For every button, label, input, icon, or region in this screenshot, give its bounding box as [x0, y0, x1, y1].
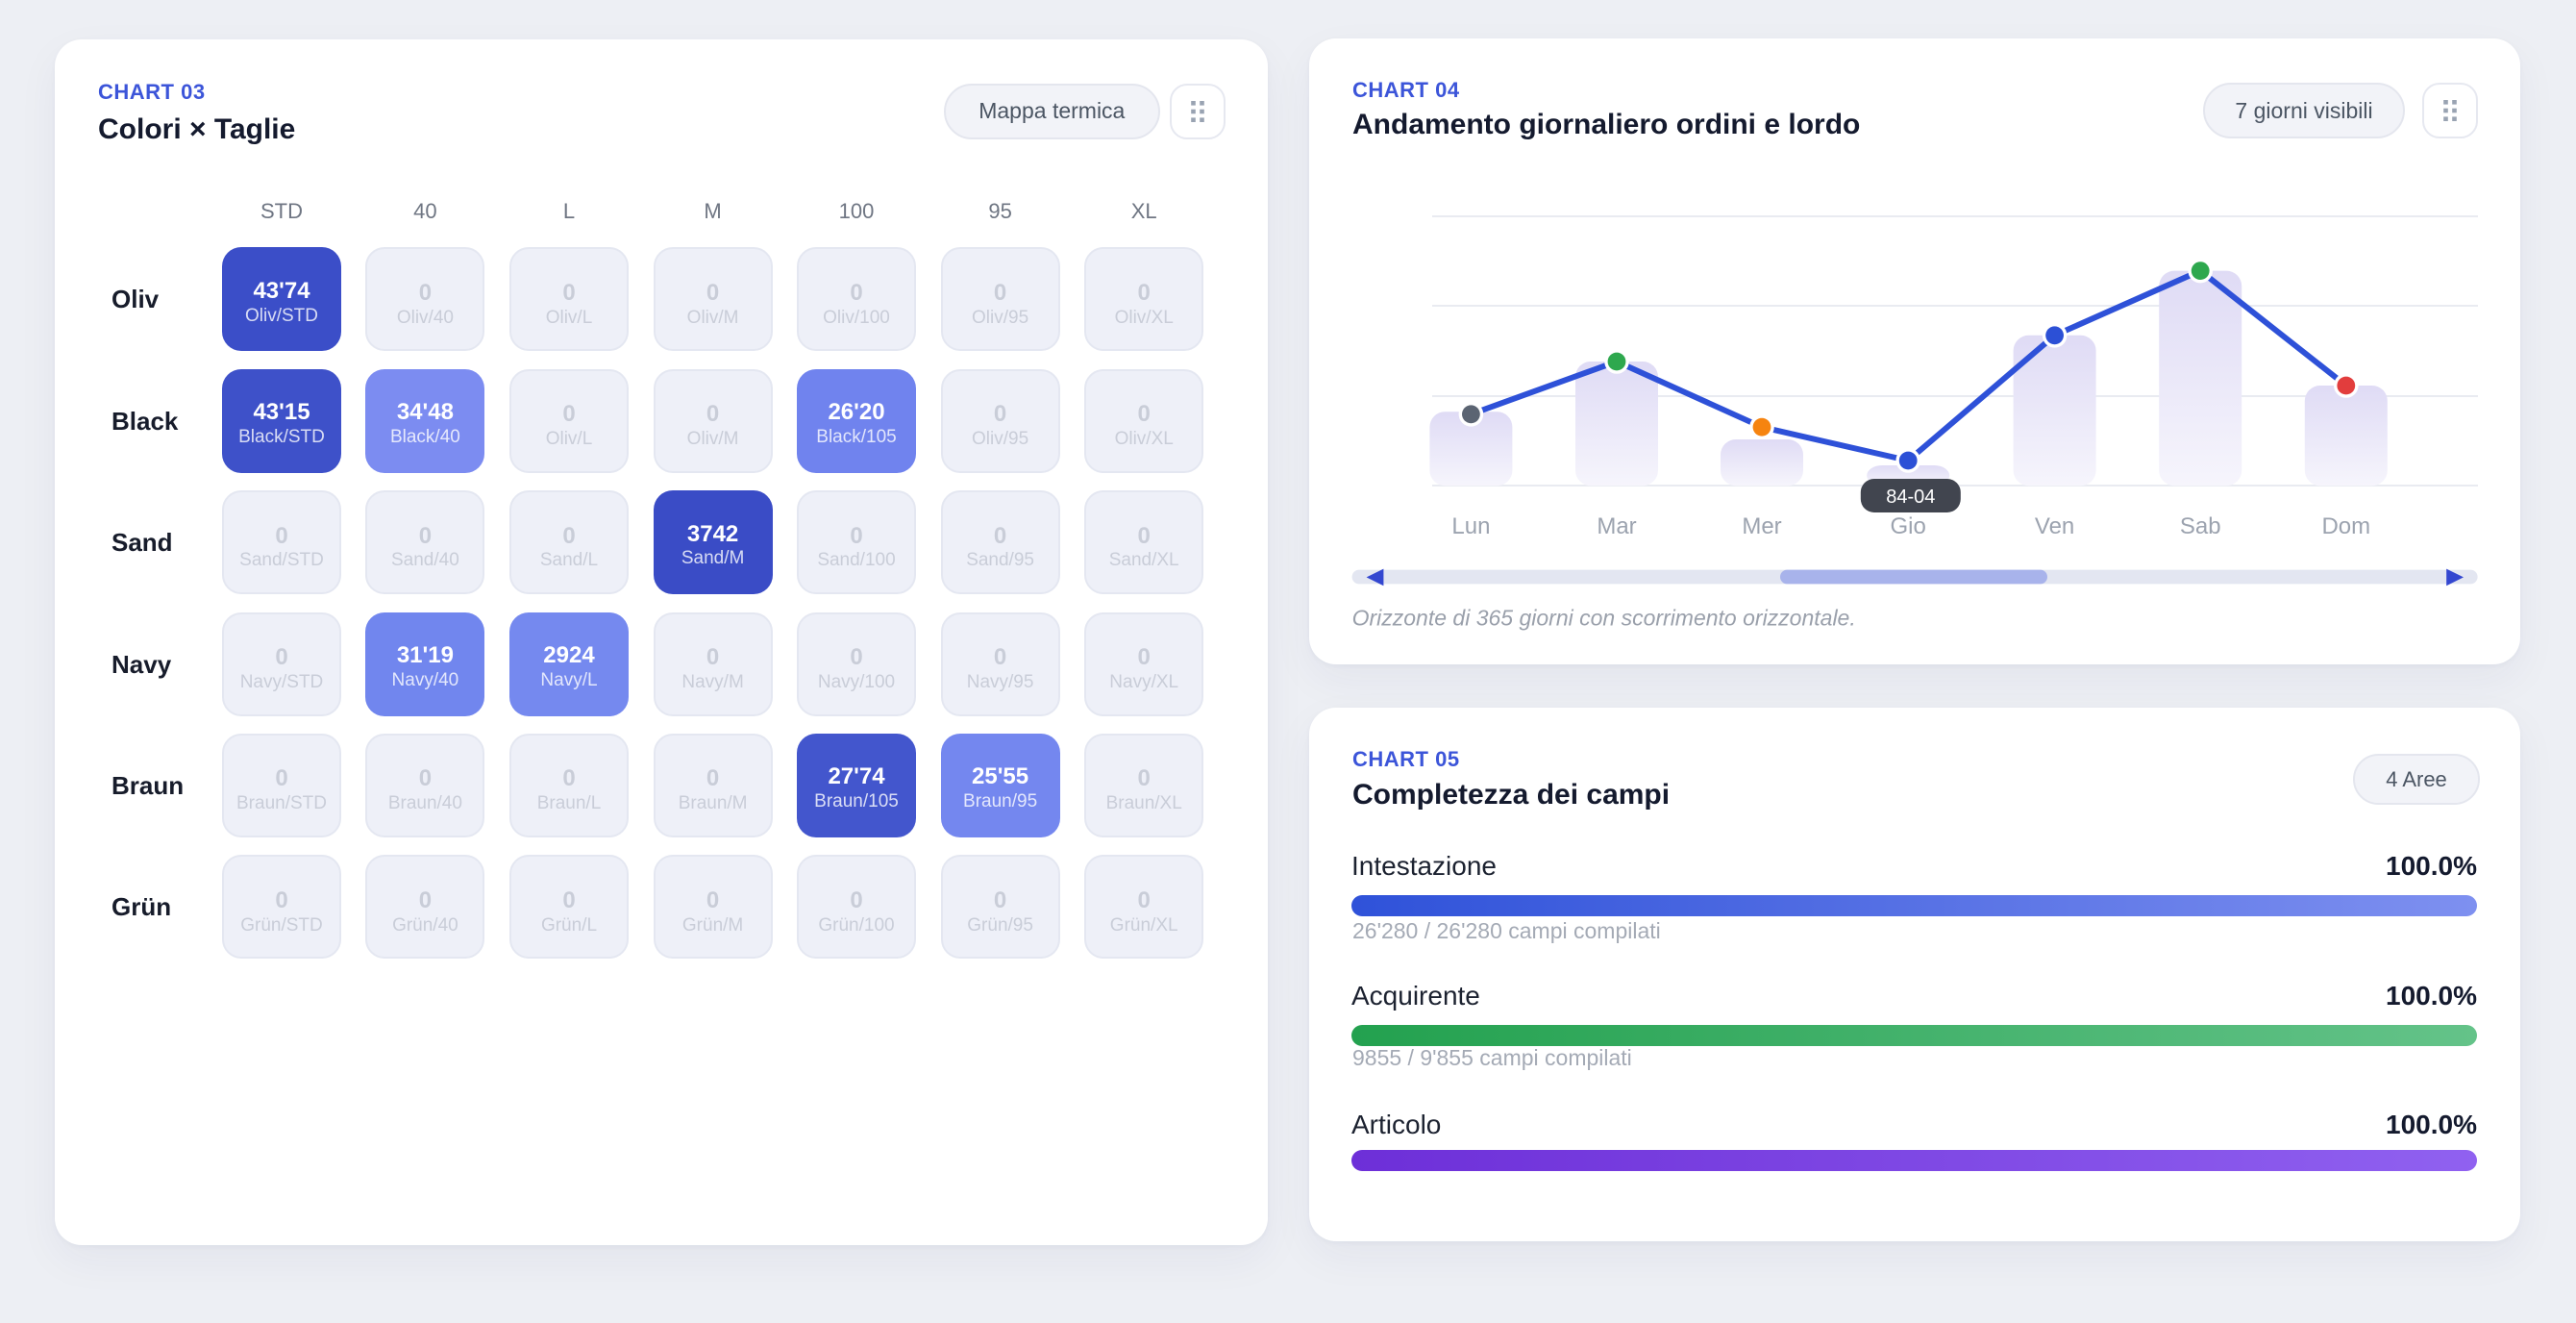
svg-text:Sab: Sab: [2180, 513, 2221, 539]
svg-text:Dom: Dom: [2321, 513, 2370, 539]
svg-text:Gio: Gio: [1891, 513, 1926, 539]
svg-text:Mar: Mar: [1597, 513, 1636, 539]
svg-text:Orizzonte di 365 giorni con sc: Orizzonte di 365 giorni con scorrimento …: [1352, 605, 1856, 630]
svg-text:84-04: 84-04: [1886, 487, 1935, 508]
svg-text:Ven: Ven: [2035, 513, 2074, 539]
svg-text:Lun: Lun: [1451, 513, 1490, 539]
svg-text:Mer: Mer: [1742, 513, 1781, 539]
